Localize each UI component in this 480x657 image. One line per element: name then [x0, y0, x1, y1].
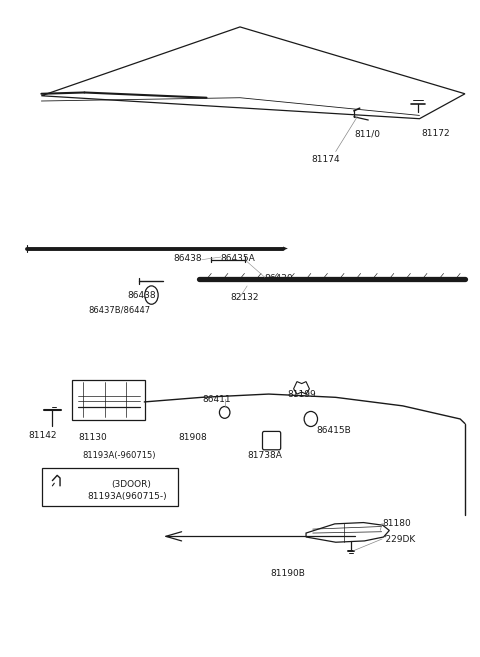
Text: 81172: 81172: [421, 129, 450, 138]
Text: 81193A(-960715): 81193A(-960715): [83, 451, 156, 459]
FancyBboxPatch shape: [72, 380, 145, 420]
FancyBboxPatch shape: [42, 468, 178, 506]
Text: 81180: 81180: [383, 520, 411, 528]
Polygon shape: [283, 246, 288, 250]
Polygon shape: [306, 522, 389, 542]
Text: 81199: 81199: [288, 390, 317, 399]
Text: 86437B/86447: 86437B/86447: [88, 306, 150, 315]
Text: 86411: 86411: [203, 395, 231, 404]
Text: 86430: 86430: [264, 273, 292, 283]
Text: 86438: 86438: [128, 290, 156, 300]
Text: 81130: 81130: [78, 434, 107, 442]
Text: 82132: 82132: [230, 293, 259, 302]
Text: 86435A: 86435A: [220, 254, 255, 263]
Text: 811/0: 811/0: [354, 129, 380, 138]
Text: 86438: 86438: [173, 254, 202, 263]
Text: 81190B: 81190B: [270, 568, 305, 578]
Text: 81174: 81174: [312, 155, 340, 164]
Text: 81193A(960715-): 81193A(960715-): [88, 493, 168, 501]
Text: 81738A: 81738A: [248, 451, 282, 459]
Text: 86415B: 86415B: [317, 426, 351, 435]
Text: 81142: 81142: [29, 431, 57, 440]
Text: (3DOOR): (3DOOR): [111, 480, 151, 489]
Text: 81908: 81908: [179, 434, 207, 442]
Text: '229DK: '229DK: [383, 535, 415, 544]
